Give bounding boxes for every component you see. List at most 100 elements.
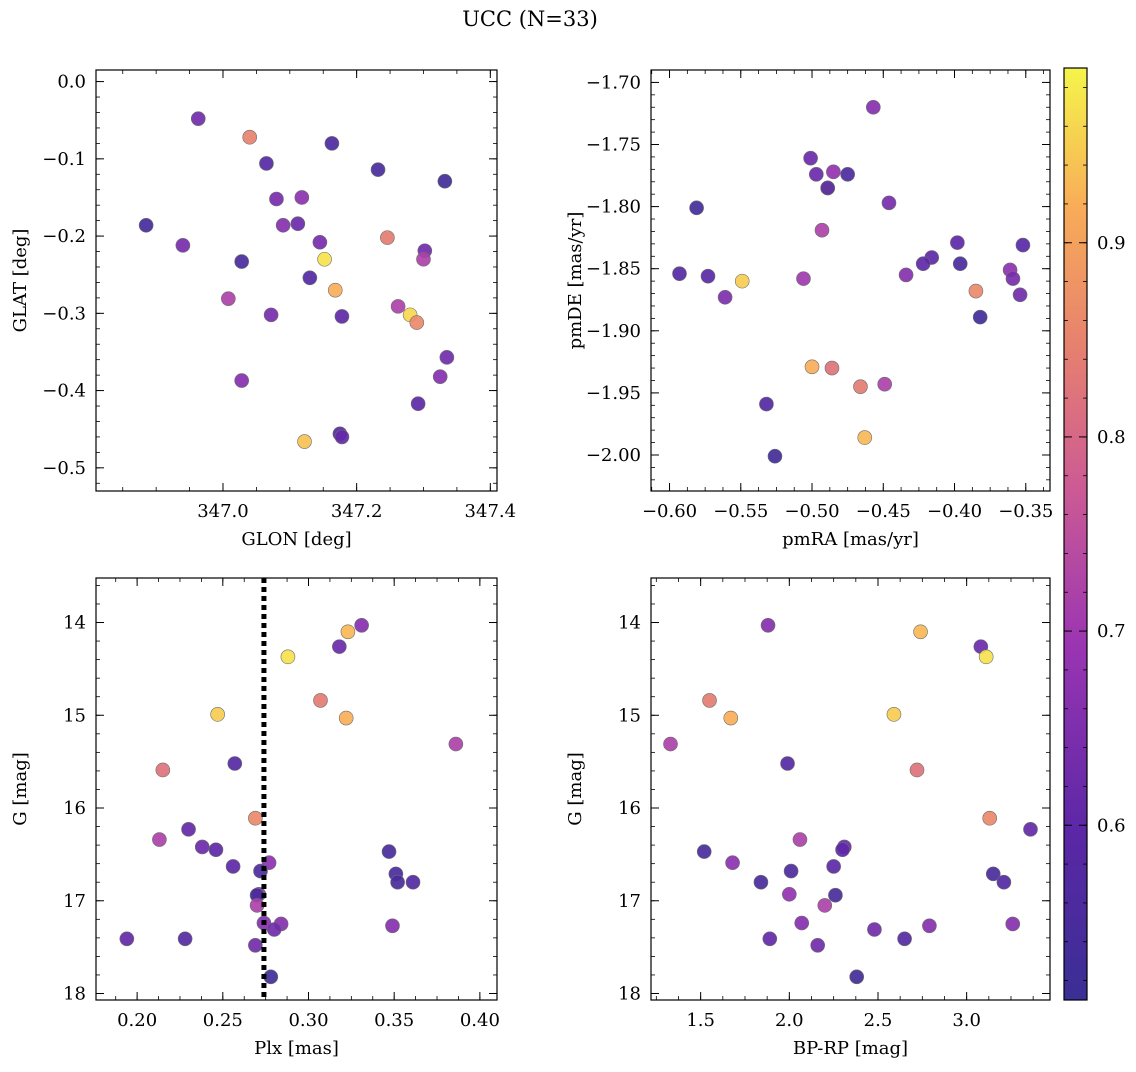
data-point	[913, 624, 928, 640]
data-point	[915, 256, 931, 272]
data-point	[808, 167, 824, 182]
y-tick-label: −1.90	[586, 321, 641, 342]
y-tick-label: 14	[63, 613, 86, 634]
panels: 347.0 347.2 347.4 0.0 −0.1 −0.2 −0.3 −0.4 −0.5 GL…	[10, 69, 1053, 1059]
y-tick-label: 15	[618, 705, 641, 726]
data-point	[702, 693, 717, 708]
x-axis-label: pmRA [mas/yr]	[782, 529, 919, 550]
data-point	[985, 866, 1001, 882]
data-point	[792, 832, 808, 847]
colorbar-tick-label: 0.6	[1097, 815, 1126, 836]
x-tick-label: −0.45	[856, 501, 911, 522]
y-tick-label: −0.4	[42, 381, 86, 402]
data-point	[248, 937, 263, 953]
data-point	[334, 429, 350, 445]
data-point	[725, 855, 740, 871]
data-point	[865, 99, 881, 115]
data-point	[324, 136, 340, 151]
y-tick-label: 15	[63, 705, 86, 726]
data-point	[313, 693, 328, 708]
data-point	[390, 874, 405, 890]
y-tick-label: −1.85	[586, 259, 641, 280]
data-point	[234, 373, 249, 388]
y-tick-label: 18	[618, 984, 641, 1005]
x-tick-label: 347.0	[197, 501, 249, 522]
data-point	[978, 649, 994, 665]
figure-title: UCC (N=33)	[462, 7, 598, 31]
data-point	[734, 273, 750, 289]
data-point	[302, 270, 318, 286]
data-point	[1005, 916, 1021, 932]
data-point	[432, 369, 448, 384]
x-tick-label: 347.2	[331, 501, 383, 522]
data-point	[796, 271, 811, 286]
data-point	[817, 898, 833, 913]
x-tick-label: 347.4	[465, 501, 517, 522]
data-point	[208, 842, 224, 858]
data-point	[950, 235, 965, 250]
x-axis-label: Plx [mas]	[254, 1038, 339, 1059]
x-tick-label: −0.55	[713, 501, 768, 522]
data-point	[826, 859, 841, 874]
axes-frame	[95, 577, 498, 1001]
panel-4: 1.5 2.0 2.5 3.0 14 15 16 17 18 BP-RP [mag] G [mag]	[565, 577, 1051, 1059]
data-point	[753, 874, 769, 890]
data-point	[828, 887, 843, 903]
data-point	[909, 762, 925, 778]
data-point	[824, 360, 840, 376]
data-point	[354, 618, 369, 633]
data-point	[297, 434, 312, 449]
data-point	[922, 918, 937, 934]
data-point	[886, 707, 902, 722]
data-point	[437, 173, 453, 189]
y-tick-label: −2.00	[586, 445, 641, 466]
data-point	[410, 396, 426, 412]
y-tick-label: −1.80	[586, 197, 641, 218]
y-axis-label: pmDE [mas/yr]	[565, 212, 586, 350]
data-point	[332, 639, 347, 654]
data-point	[175, 238, 191, 253]
data-point	[177, 931, 193, 947]
data-point	[210, 707, 225, 722]
data-point	[996, 874, 1012, 890]
data-point	[381, 844, 397, 859]
data-point	[1012, 287, 1028, 303]
data-point	[439, 350, 455, 365]
data-point	[275, 217, 291, 233]
data-point	[794, 915, 810, 931]
data-point	[672, 266, 687, 281]
y-tick-label: −0.1	[42, 149, 86, 170]
data-point	[266, 922, 282, 937]
data-point	[259, 156, 274, 171]
data-point	[849, 969, 865, 985]
data-point	[689, 200, 704, 216]
y-tick-label: 18	[63, 984, 86, 1005]
data-point	[982, 810, 998, 826]
panel-3: 0.20 0.25 0.30 0.35 0.40 14 15 16 17 18 Plx [mas] G…	[10, 577, 500, 1059]
data-point	[1005, 271, 1021, 286]
x-axis-label: GLON [deg]	[241, 529, 351, 550]
y-tick-label: −1.70	[586, 72, 641, 93]
x-tick-label: 0.20	[117, 1010, 157, 1031]
data-point	[290, 216, 306, 232]
data-point	[119, 931, 135, 947]
data-point	[138, 217, 154, 233]
data-point	[390, 299, 406, 314]
x-tick-label: 0.30	[288, 1010, 328, 1031]
data-point	[760, 618, 776, 633]
data-point	[696, 844, 712, 859]
data-point	[190, 111, 206, 126]
y-tick-label: 16	[63, 798, 86, 819]
data-point	[780, 756, 795, 771]
data-point	[416, 251, 431, 267]
data-point	[248, 810, 263, 826]
data-point	[820, 180, 836, 196]
x-tick-label: 0.25	[203, 1010, 243, 1031]
x-tick-label: −0.35	[998, 501, 1053, 522]
x-axis-label: BP-RP [mag]	[793, 1038, 908, 1059]
data-point	[152, 832, 167, 847]
x-tick-label: 2.5	[864, 1010, 893, 1031]
data-point	[877, 376, 893, 392]
x-tick-label: 0.40	[460, 1010, 500, 1031]
